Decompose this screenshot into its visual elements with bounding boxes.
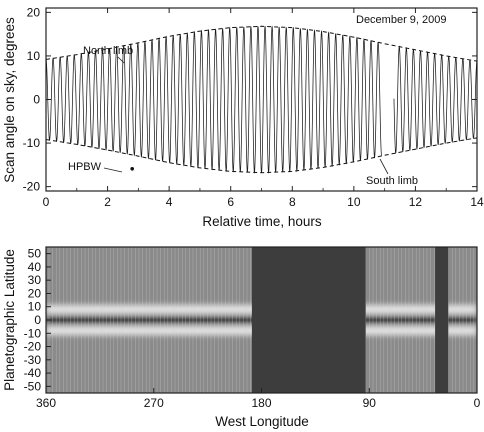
map-x-tick-label: 0 bbox=[474, 396, 481, 410]
map-x-tick-label: 180 bbox=[251, 396, 271, 410]
map-plot-area bbox=[46, 247, 477, 393]
scan-plot-area bbox=[46, 25, 477, 174]
hpbw-pointer bbox=[103, 167, 123, 173]
scan-y-tick-label: 20 bbox=[27, 5, 41, 19]
hpbw-label: HPBW bbox=[68, 161, 102, 173]
scan-x-tick-label: 2 bbox=[104, 195, 111, 209]
map-y-axis-label: Planetographic Latitude bbox=[2, 249, 17, 391]
scan-trace-line bbox=[46, 25, 477, 174]
scan-y-tick-label: -20 bbox=[23, 180, 41, 194]
map-y-tick-label: 20 bbox=[28, 286, 42, 300]
scan-x-tick-label: 0 bbox=[43, 195, 50, 209]
scan-x-tick-label: 6 bbox=[227, 195, 234, 209]
south-limb-line bbox=[46, 137, 477, 174]
scan-x-tick-label: 12 bbox=[409, 195, 423, 209]
no-data-region bbox=[251, 247, 366, 393]
map-y-tick-label: 10 bbox=[28, 300, 42, 314]
map-x-axis-label: West Longitude bbox=[215, 414, 309, 429]
scan-x-tick-label: 10 bbox=[347, 195, 361, 209]
map-y-tick-label: -20 bbox=[24, 340, 42, 354]
scan-y-tick-label: -10 bbox=[23, 136, 41, 150]
scan-chart-frame bbox=[45, 7, 478, 192]
scan-x-axis-label: Relative time, hours bbox=[202, 214, 322, 229]
north-limb-label: North limb bbox=[83, 45, 133, 57]
map-x-tick-label: 90 bbox=[363, 396, 377, 410]
map-y-tick-label: -10 bbox=[24, 326, 42, 340]
map-y-tick-label: 50 bbox=[28, 247, 42, 261]
map-y-tick-label: -40 bbox=[24, 366, 42, 380]
scan-chart-ticks: 0 2 4 6 8 10 12 14 20 10 0 -10 -20 bbox=[23, 5, 484, 209]
scan-x-tick-label: 4 bbox=[166, 195, 173, 209]
south-limb-pointer bbox=[379, 158, 389, 175]
north-limb-line bbox=[46, 25, 477, 62]
scan-y-axis-label: Scan angle on sky, degrees bbox=[2, 17, 17, 183]
north-limb-pointer bbox=[117, 56, 125, 64]
map-x-tick-label: 270 bbox=[144, 396, 164, 410]
chart-date-title: December 9, 2009 bbox=[356, 14, 447, 26]
scan-x-tick-label: 8 bbox=[289, 195, 296, 209]
no-data-region bbox=[435, 247, 449, 393]
hpbw-beam-marker bbox=[130, 166, 134, 171]
scan-x-tick-label: 14 bbox=[470, 195, 484, 209]
map-y-tick-label: 40 bbox=[28, 260, 42, 274]
scan-y-tick-label: 10 bbox=[27, 49, 41, 63]
map-y-tick-label: 0 bbox=[34, 313, 41, 327]
map-y-tick-label: -30 bbox=[24, 353, 42, 367]
map-y-tick-label: -50 bbox=[24, 379, 42, 393]
scan-y-tick-label: 0 bbox=[33, 93, 40, 107]
south-limb-label: South limb bbox=[366, 175, 418, 187]
map-y-tick-label: 30 bbox=[28, 273, 42, 287]
map-x-tick-label: 360 bbox=[36, 396, 56, 410]
